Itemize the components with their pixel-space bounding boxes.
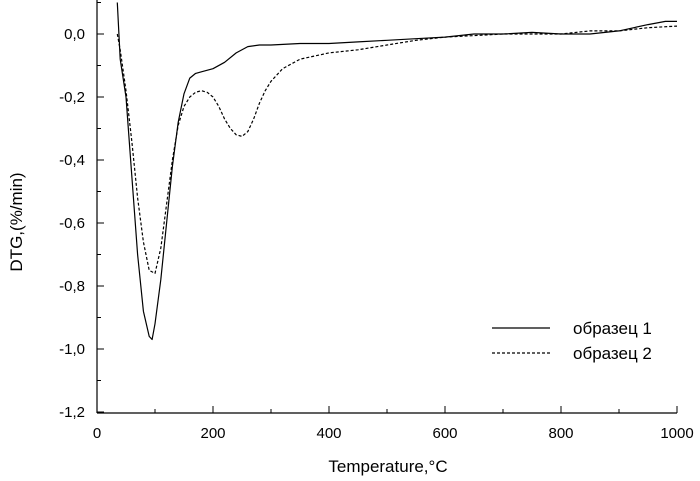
x-tick-label: 600 <box>432 425 457 442</box>
y-tick-label: -0,4 <box>59 152 85 169</box>
y-tick-label: -1,0 <box>59 341 85 358</box>
y-tick-label: -1,2 <box>59 404 85 421</box>
y-tick-label: -0,2 <box>59 89 85 106</box>
x-tick-label: 800 <box>548 425 573 442</box>
x-axis-label: Temperature,°C <box>328 457 447 476</box>
series-lines <box>116 2 678 341</box>
legend: образец 1 образец 2 <box>492 319 652 363</box>
y-axis-label: DTG,(%/min) <box>7 172 26 271</box>
y-tick-label: -0,8 <box>59 278 85 295</box>
legend-label-2: образец 2 <box>573 344 652 363</box>
legend-label-1: образец 1 <box>573 319 652 338</box>
y-tick-label: -0,6 <box>59 215 85 232</box>
x-tick-label: 0 <box>93 425 101 442</box>
series-line-2 <box>116 25 678 274</box>
ticks: 0 200 400 600 800 1000 0,0 -0,2 -0,4 -0,6 -0,8 -1,0… <box>59 2 694 442</box>
x-tick-label: 1000 <box>660 425 693 442</box>
x-tick-label: 200 <box>200 425 225 442</box>
series-line-1 <box>116 2 677 341</box>
x-tick-label: 400 <box>316 425 341 442</box>
y-tick-label: 0,0 <box>64 26 85 43</box>
